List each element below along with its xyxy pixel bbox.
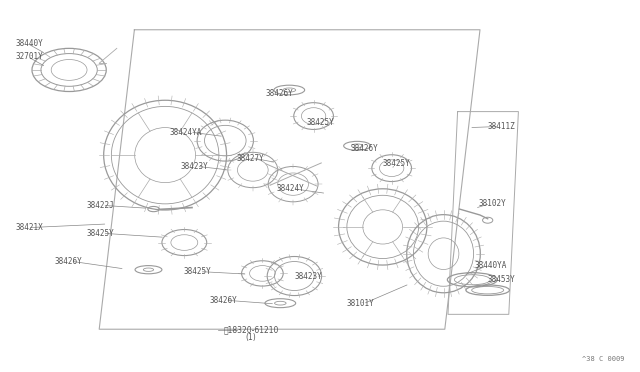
Text: 38424Y: 38424Y: [276, 184, 304, 193]
Text: 38425Y: 38425Y: [307, 118, 334, 127]
Text: 38427Y: 38427Y: [237, 154, 264, 163]
Text: 38424YA: 38424YA: [169, 128, 202, 137]
Text: (1): (1): [246, 333, 256, 342]
Text: 38426Y: 38426Y: [266, 89, 293, 97]
Text: 38426Y: 38426Y: [209, 296, 237, 305]
Text: 38425Y: 38425Y: [86, 229, 114, 238]
Text: 38411Z: 38411Z: [488, 122, 515, 131]
Text: 38101Y: 38101Y: [347, 299, 374, 308]
Text: 38102Y: 38102Y: [479, 199, 506, 208]
Text: 38440YA: 38440YA: [475, 262, 508, 270]
Text: 38425Y: 38425Y: [383, 159, 410, 168]
Text: 38453Y: 38453Y: [488, 275, 515, 283]
Text: 38423Y: 38423Y: [180, 162, 208, 171]
Text: 38425Y: 38425Y: [184, 267, 211, 276]
Text: Ⓜ18320-61210: Ⓜ18320-61210: [223, 326, 278, 335]
Text: 38422J: 38422J: [86, 201, 114, 210]
Text: 38426Y: 38426Y: [351, 144, 378, 153]
Text: ^38 C 0009: ^38 C 0009: [582, 356, 624, 362]
Text: 32701Y: 32701Y: [16, 52, 44, 61]
Text: 38421X: 38421X: [16, 223, 44, 232]
Text: 38426Y: 38426Y: [54, 257, 82, 266]
Text: 38440Y: 38440Y: [16, 39, 44, 48]
Text: 38423Y: 38423Y: [294, 272, 322, 280]
